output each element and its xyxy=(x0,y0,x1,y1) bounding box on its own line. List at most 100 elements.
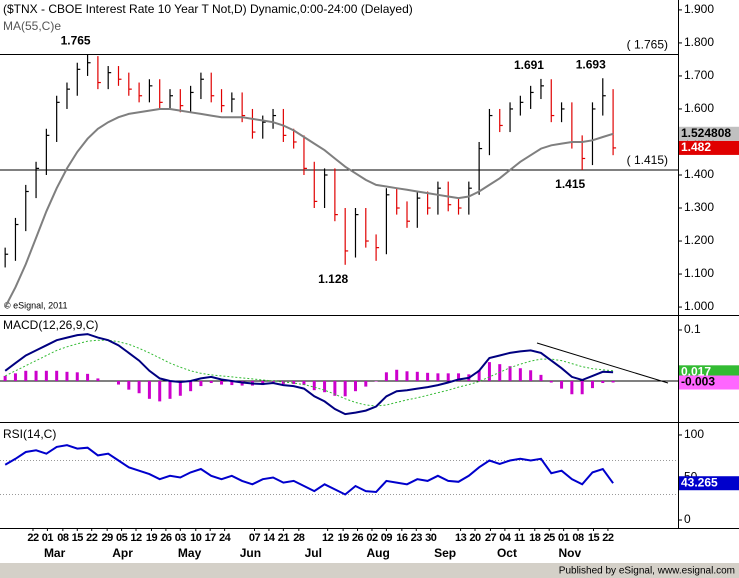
histogram-bar xyxy=(570,380,574,395)
x-tick-label: 12 xyxy=(322,532,334,544)
level-label: ( 1.415) xyxy=(627,153,668,167)
x-tick-label: 12 xyxy=(130,532,142,544)
histogram-bar xyxy=(75,372,79,381)
x-tick-label: 15 xyxy=(72,532,84,544)
histogram-bar xyxy=(508,366,512,381)
rsi-last-value-box xyxy=(679,476,739,491)
month-label: Nov xyxy=(558,546,581,560)
histogram-bar xyxy=(189,380,193,392)
histogram-bar xyxy=(312,380,316,391)
histogram-bar xyxy=(487,362,491,381)
y-tick-label: 1.800 xyxy=(684,35,714,49)
histogram-bar xyxy=(158,380,162,402)
histogram-bar xyxy=(457,373,461,381)
histogram-bar xyxy=(611,380,615,383)
histogram-bar xyxy=(601,380,605,384)
x-tick-label: 19 xyxy=(337,532,349,544)
histogram-bar xyxy=(24,370,28,381)
histogram-bar xyxy=(549,380,553,383)
x-tick-label: 26 xyxy=(160,532,172,544)
y-tick-label: 1.200 xyxy=(684,233,714,247)
histogram-bar xyxy=(13,373,17,381)
chart-title: ($TNX - CBOE Interest Rate 10 Year T Not… xyxy=(3,2,413,16)
histogram-bar xyxy=(374,380,378,382)
x-tick-label: 08 xyxy=(57,532,69,544)
x-tick-label: 27 xyxy=(485,532,497,544)
histogram-bar xyxy=(178,380,182,396)
histogram-bar xyxy=(292,380,296,385)
y-tick-label: 0 xyxy=(684,512,691,526)
month-label: Aug xyxy=(366,546,389,560)
x-tick-label: 24 xyxy=(219,532,232,544)
histogram-bar xyxy=(96,378,100,381)
histogram-bar xyxy=(529,370,533,381)
histogram-bar xyxy=(147,380,151,399)
annotation: 1.415 xyxy=(555,177,585,191)
ma-last-value-box xyxy=(679,126,739,141)
histogram-bar xyxy=(539,374,543,381)
x-tick-label: 26 xyxy=(352,532,364,544)
level-label: ( 1.765) xyxy=(627,38,668,52)
annotation: 1.693 xyxy=(576,57,606,71)
line xyxy=(4,333,614,416)
x-tick-label: 17 xyxy=(205,532,217,544)
histogram-bar xyxy=(34,370,38,381)
footer-bar xyxy=(0,563,739,578)
histogram-bar xyxy=(415,371,419,381)
histogram-bar xyxy=(518,368,522,381)
trend-line xyxy=(536,342,669,384)
y-tick-label: 0.1 xyxy=(684,322,701,336)
histogram-bar xyxy=(446,373,450,381)
y-tick-label: 1.000 xyxy=(684,299,714,313)
x-tick-label: 14 xyxy=(263,532,276,544)
x-tick-label: 16 xyxy=(396,532,408,544)
histogram-bar xyxy=(55,370,59,381)
x-tick-label: 25 xyxy=(544,532,556,544)
month-label: Apr xyxy=(112,546,133,560)
footer: Published by eSignal, www.esignal.com xyxy=(559,566,735,577)
y-tick-label: 1.300 xyxy=(684,200,714,214)
histogram-bar xyxy=(477,370,481,381)
x-tick-label: 20 xyxy=(469,532,481,544)
macd-last-value: 0.017 xyxy=(681,364,711,378)
histogram-bar xyxy=(302,380,306,386)
month-label: Mar xyxy=(44,546,66,560)
x-tick-label: 22 xyxy=(86,532,98,544)
x-tick-label: 13 xyxy=(455,532,467,544)
histogram-bar xyxy=(560,380,564,389)
annotation: 1.765 xyxy=(61,34,91,48)
y-tick-label: 100 xyxy=(684,427,704,441)
histogram-bar xyxy=(590,380,594,389)
y-tick-label: 1.700 xyxy=(684,68,714,82)
x-tick-label: 03 xyxy=(175,532,187,544)
x-tick-label: 01 xyxy=(42,532,54,544)
histogram-bar xyxy=(199,380,203,387)
y-tick-label: 1.600 xyxy=(684,101,714,115)
histogram-bar xyxy=(364,380,368,387)
histogram-bar xyxy=(395,369,399,381)
histogram-bar xyxy=(220,380,224,385)
histogram-bar xyxy=(127,380,131,390)
histogram-bar xyxy=(353,380,357,392)
month-label: Oct xyxy=(497,546,517,560)
y-tick-label: 1.900 xyxy=(684,2,714,16)
month-label: Sep xyxy=(434,546,456,560)
x-tick-label: 22 xyxy=(602,532,614,544)
histogram-bar xyxy=(426,372,430,381)
histogram-last-value-box xyxy=(679,375,739,390)
month-label: Jun xyxy=(240,546,261,560)
x-tick-label: 30 xyxy=(425,532,437,544)
annotation: 1.128 xyxy=(318,272,348,286)
x-tick-label: 04 xyxy=(499,532,512,544)
histogram-last-value: -0.003 xyxy=(681,375,715,389)
histogram-bar xyxy=(209,380,213,384)
x-tick-label: 22 xyxy=(27,532,39,544)
source: © eSignal, 2011 xyxy=(4,300,68,310)
close-last-value-box xyxy=(679,140,739,155)
histogram-bar xyxy=(116,380,120,385)
x-tick-label: 11 xyxy=(514,532,525,544)
ma-last-value: 1.524808 xyxy=(681,126,731,140)
x-tick-label: 07 xyxy=(249,532,261,544)
panel-title: MACD(12,26,9,C) xyxy=(3,318,98,332)
